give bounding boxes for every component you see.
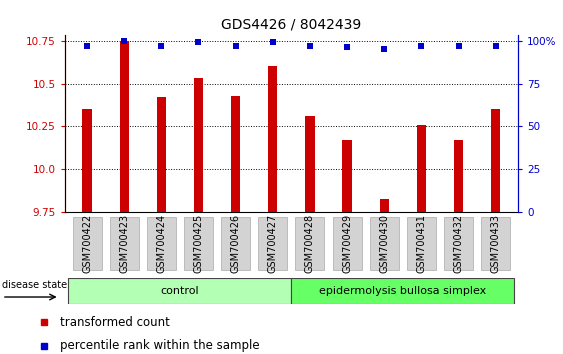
Text: control: control — [160, 286, 199, 296]
FancyBboxPatch shape — [370, 217, 399, 270]
Text: epidermolysis bullosa simplex: epidermolysis bullosa simplex — [319, 286, 486, 296]
Text: GSM700423: GSM700423 — [119, 214, 129, 273]
FancyBboxPatch shape — [147, 217, 176, 270]
FancyBboxPatch shape — [333, 217, 361, 270]
Point — [417, 43, 426, 48]
Bar — [82, 109, 92, 212]
Text: GSM700431: GSM700431 — [417, 214, 426, 273]
Point — [157, 43, 166, 48]
Point — [83, 43, 92, 48]
Point — [454, 43, 463, 48]
Text: GSM700433: GSM700433 — [491, 214, 501, 273]
Text: GSM700422: GSM700422 — [82, 214, 92, 273]
Text: GSM700428: GSM700428 — [305, 214, 315, 273]
Title: GDS4426 / 8042439: GDS4426 / 8042439 — [221, 17, 361, 32]
Text: GSM700426: GSM700426 — [231, 214, 240, 273]
Bar — [268, 66, 278, 212]
Bar — [342, 140, 352, 212]
Text: GSM700424: GSM700424 — [157, 214, 166, 273]
Point — [491, 43, 500, 48]
Text: GSM700430: GSM700430 — [379, 214, 389, 273]
Text: GSM700432: GSM700432 — [454, 214, 463, 273]
Point — [305, 43, 314, 48]
Text: transformed count: transformed count — [60, 316, 170, 329]
Text: disease state: disease state — [2, 280, 67, 290]
Point — [194, 39, 203, 45]
FancyBboxPatch shape — [73, 217, 101, 270]
Point — [269, 39, 278, 45]
Bar — [305, 116, 315, 212]
FancyBboxPatch shape — [292, 278, 514, 304]
Text: GSM700425: GSM700425 — [194, 214, 203, 273]
Bar — [454, 140, 463, 212]
Point — [120, 38, 129, 44]
FancyBboxPatch shape — [110, 217, 138, 270]
Text: GSM700427: GSM700427 — [268, 214, 278, 273]
FancyBboxPatch shape — [69, 278, 292, 304]
Point — [342, 45, 351, 50]
Bar — [119, 41, 129, 212]
FancyBboxPatch shape — [221, 217, 250, 270]
FancyBboxPatch shape — [407, 217, 436, 270]
Point — [379, 46, 388, 52]
Bar — [157, 97, 166, 212]
Text: GSM700429: GSM700429 — [342, 214, 352, 273]
FancyBboxPatch shape — [444, 217, 473, 270]
FancyBboxPatch shape — [258, 217, 287, 270]
Point — [231, 43, 240, 48]
FancyBboxPatch shape — [184, 217, 213, 270]
Bar — [231, 96, 240, 212]
Bar — [491, 109, 501, 212]
Bar — [417, 125, 426, 212]
FancyBboxPatch shape — [296, 217, 324, 270]
Bar — [194, 78, 203, 212]
Text: percentile rank within the sample: percentile rank within the sample — [60, 339, 260, 352]
FancyBboxPatch shape — [481, 217, 510, 270]
Bar — [379, 199, 389, 212]
